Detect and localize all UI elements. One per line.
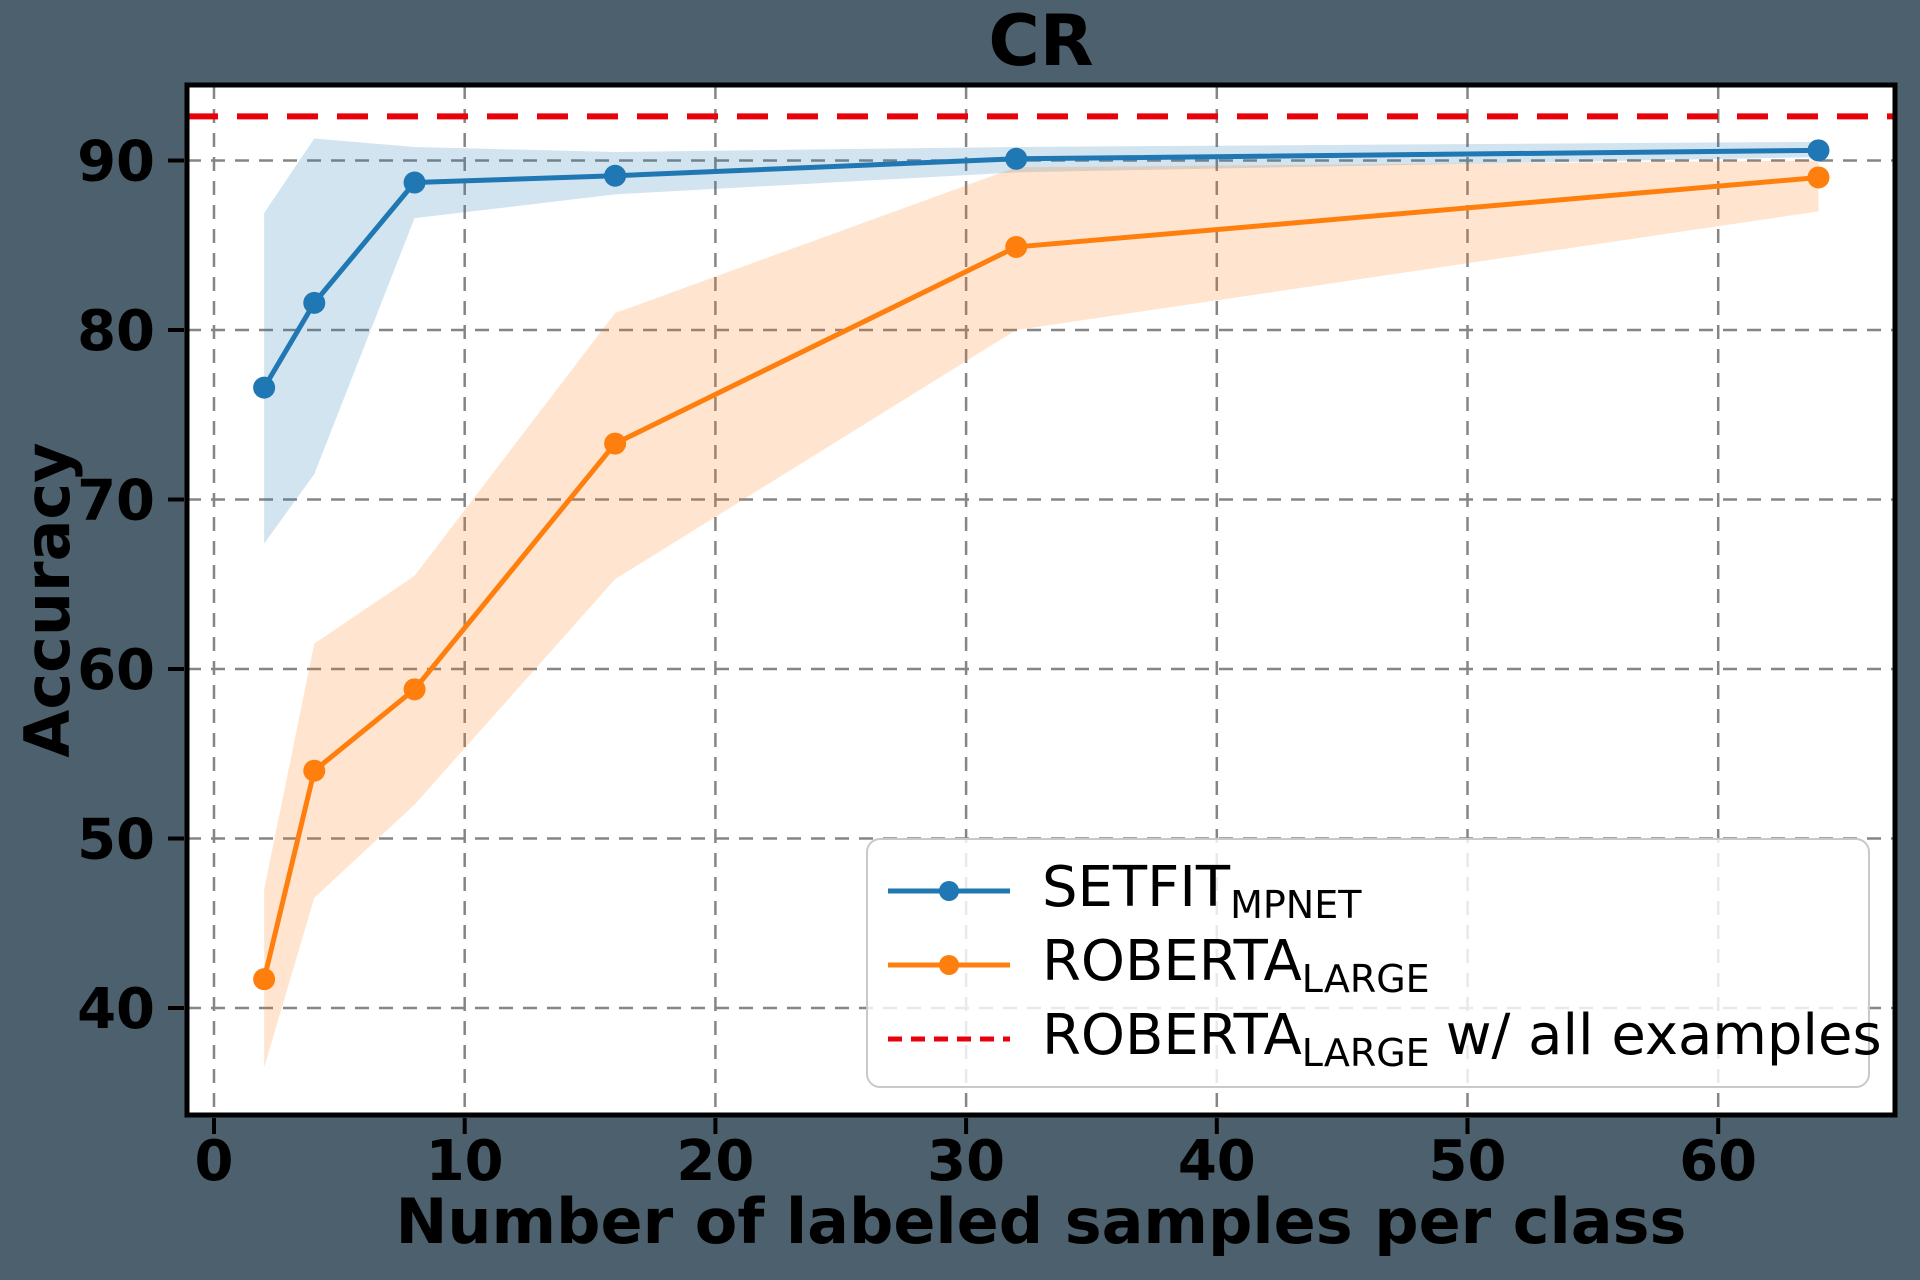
data-point-SETFIT_MPNET [1807,139,1830,162]
line-marker-icon [888,955,1010,975]
legend: SETFITMPNET ROBERTALARGE ROBERTALARGE w/ al… [866,838,1882,1088]
data-point-SETFIT_MPNET [1005,147,1028,170]
x-tick-label: 20 [676,1129,754,1194]
data-point-SETFIT_MPNET [253,376,276,399]
y-tick-label: 70 [77,469,155,534]
confidence-band-ROBERTA_LARGE [264,160,1819,1068]
data-point-ROBERTA_LARGE [303,759,326,782]
data-point-SETFIT_MPNET [604,164,627,187]
dashed-line-icon [888,1036,1010,1042]
y-tick-label: 60 [77,638,155,703]
legend-item: ROBERTALARGE [884,928,1868,1002]
x-tick-label: 30 [927,1129,1005,1194]
chart-title: CR [988,0,1094,82]
data-point-ROBERTA_LARGE [604,432,627,455]
x-tick-label: 60 [1679,1129,1757,1194]
data-point-SETFIT_MPNET [403,171,426,194]
data-point-ROBERTA_LARGE [403,678,426,701]
x-tick-label: 0 [195,1129,234,1194]
x-tick-label: 40 [1178,1129,1256,1194]
legend-label: ROBERTALARGE w/ all examples [1042,1003,1882,1075]
data-point-ROBERTA_LARGE [1807,166,1830,189]
y-axis-label: Accuracy [11,442,84,758]
series-line-ROBERTA_LARGE [261,174,1819,980]
y-tick-label: 90 [77,130,155,195]
axes-spines [184,82,1898,1118]
legend-label: ROBERTALARGE [1042,929,1430,1001]
data-point-SETFIT_MPNET [303,291,326,314]
x-tick-label: 50 [1429,1129,1507,1194]
legend-item: SETFITMPNET [884,854,1868,928]
line-marker-icon [888,881,1010,901]
x-tick-label: 10 [426,1129,504,1194]
series-line-SETFIT_MPNET [261,147,1819,389]
legend-label: SETFITMPNET [1042,855,1362,927]
y-tick-label: 80 [77,299,155,364]
y-tick-label: 50 [77,808,155,873]
data-point-ROBERTA_LARGE [1005,235,1028,258]
legend-item: ROBERTALARGE w/ all examples [884,1002,1882,1076]
data-point-ROBERTA_LARGE [253,968,276,991]
x-axis-label: Number of labeled samples per class [395,1185,1687,1258]
y-tick-label: 40 [77,977,155,1042]
